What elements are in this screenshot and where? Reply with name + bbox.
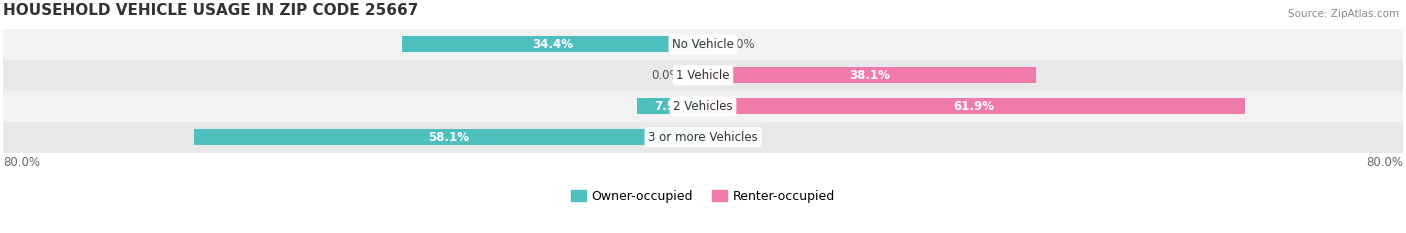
Text: 80.0%: 80.0% (3, 156, 39, 169)
Text: 0.0%: 0.0% (725, 131, 755, 144)
Text: 38.1%: 38.1% (849, 69, 890, 82)
Bar (703, 98, 1244, 114)
Text: 34.4%: 34.4% (531, 38, 574, 51)
Text: 80.0%: 80.0% (1367, 156, 1403, 169)
Text: No Vehicle: No Vehicle (672, 38, 734, 51)
Bar (3, 29, 1403, 60)
Text: 61.9%: 61.9% (953, 100, 994, 113)
Bar (703, 129, 711, 145)
Bar (695, 67, 703, 83)
Legend: Owner-occupied, Renter-occupied: Owner-occupied, Renter-occupied (565, 185, 841, 208)
Bar (402, 36, 703, 52)
Bar (637, 98, 703, 114)
Text: 0.0%: 0.0% (725, 38, 755, 51)
Text: 0.0%: 0.0% (651, 69, 681, 82)
Bar (194, 129, 703, 145)
Bar (3, 60, 1403, 91)
Text: 3 or more Vehicles: 3 or more Vehicles (648, 131, 758, 144)
Bar (703, 36, 711, 52)
Text: HOUSEHOLD VEHICLE USAGE IN ZIP CODE 25667: HOUSEHOLD VEHICLE USAGE IN ZIP CODE 2566… (3, 3, 418, 18)
Text: Source: ZipAtlas.com: Source: ZipAtlas.com (1288, 9, 1399, 19)
Text: 1 Vehicle: 1 Vehicle (676, 69, 730, 82)
Text: 58.1%: 58.1% (429, 131, 470, 144)
Text: 2 Vehicles: 2 Vehicles (673, 100, 733, 113)
Bar (703, 67, 1036, 83)
Bar (3, 91, 1403, 122)
Text: 7.5%: 7.5% (654, 100, 686, 113)
Bar (3, 122, 1403, 153)
